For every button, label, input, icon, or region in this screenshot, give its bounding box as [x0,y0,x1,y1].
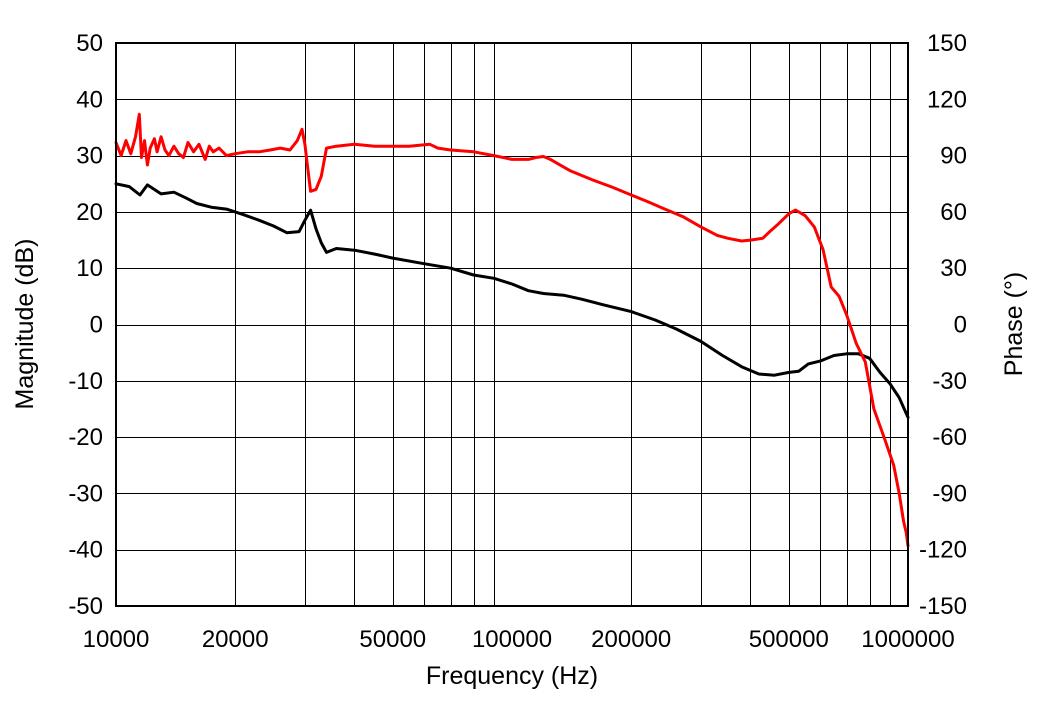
right-y-tick-label: 120 [927,86,967,113]
right-y-tick-label: 0 [954,312,967,339]
grid-lines [116,43,908,606]
magnitude-series-line [114,182,910,419]
left-y-axis-title: Magnitude (dB) [11,239,39,410]
plot-frame [115,42,909,607]
right-y-tick-label: 150 [927,30,967,57]
left-y-tick-label: 10 [76,255,103,282]
right-y-tick-label: -120 [919,537,967,564]
right-y-tick-label: -90 [932,480,967,507]
x-axis-tick-labels: 10000 20000 50000 100000 200000 500000 1000000 [83,626,955,653]
x-tick-label: 500000 [749,626,829,653]
left-y-tick-label: -20 [68,424,103,451]
phase-series-line [114,112,910,548]
x-tick-label: 200000 [591,626,671,653]
x-tick-label: 100000 [472,626,552,653]
data-series [114,112,910,548]
left-y-tick-label: -40 [68,537,103,564]
left-y-tick-label: -10 [68,368,103,395]
x-tick-label: 50000 [359,626,426,653]
left-y-axis-tick-labels: 50 40 30 20 10 0 -10 -20 -30 -40 -50 [68,30,103,620]
left-y-tick-label: 40 [76,86,103,113]
left-y-tick-label: 50 [76,30,103,57]
right-y-tick-label: -150 [919,593,967,620]
left-y-tick-label: -50 [68,593,103,620]
x-axis-title: Frequency (Hz) [426,662,598,690]
right-y-axis-title: Phase (°) [1000,272,1028,376]
x-tick-label: 10000 [83,626,150,653]
right-y-axis-tick-labels: 150 120 90 60 30 0 -30 -60 -90 -120 -150 [919,30,967,620]
left-y-tick-label: -30 [68,480,103,507]
right-y-tick-label: 90 [940,143,967,170]
left-y-tick-label: 20 [76,199,103,226]
x-tick-label: 1000000 [861,626,954,653]
left-y-tick-label: 30 [76,143,103,170]
right-y-tick-label: 30 [940,255,967,282]
x-tick-label: 20000 [202,626,269,653]
right-y-tick-label: 60 [940,199,967,226]
left-y-tick-label: 0 [90,312,103,339]
right-y-tick-label: -60 [932,424,967,451]
right-y-tick-label: -30 [932,368,967,395]
